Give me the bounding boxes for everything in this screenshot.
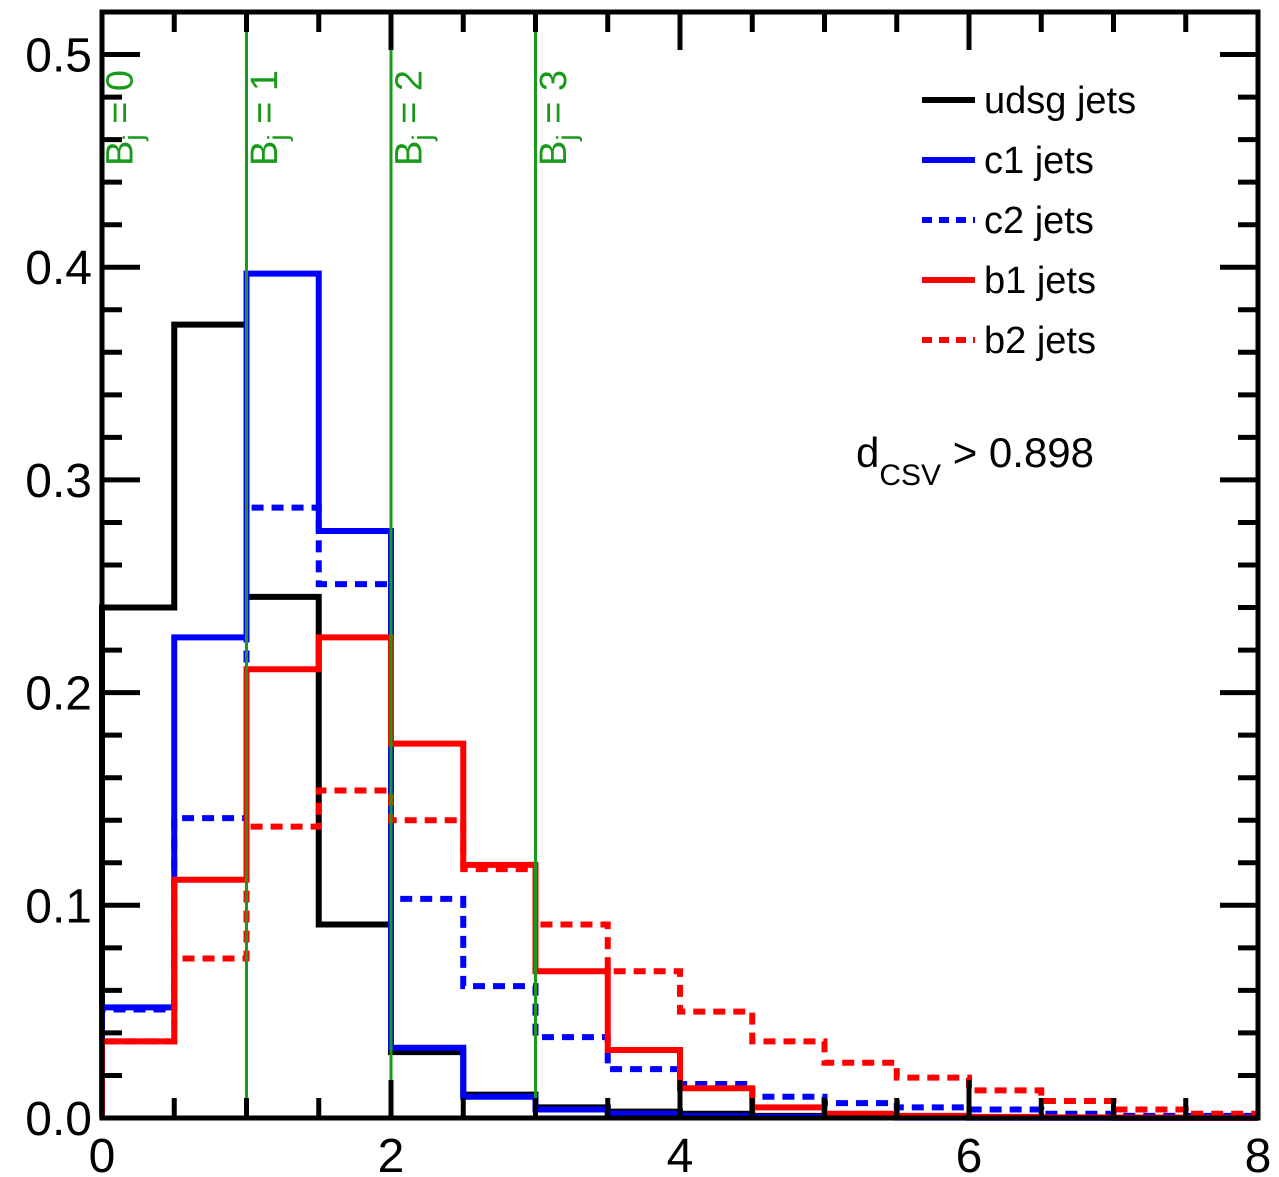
legend-label-c1-jets: c1 jets: [984, 140, 1094, 182]
dcsv-annotation: dCSV > 0.898: [856, 429, 1094, 492]
y-tick-label: 0.0: [25, 1093, 92, 1146]
y-tick-label: 0.2: [25, 668, 92, 721]
y-tick-label: 0.4: [25, 242, 92, 295]
legend-label-b1-jets: b1 jets: [984, 260, 1096, 302]
legend: udsg jets c1 jets c2 jets b1 jets b2 jets: [922, 80, 1136, 362]
legend-label-udsg-jets: udsg jets: [984, 80, 1136, 122]
bj-region-labels: Bj = 0 Bj = 1 Bj = 2 Bj = 3: [99, 70, 582, 166]
bj-region-label: Bj = 3: [533, 70, 582, 166]
y-tick-label: 0.1: [25, 880, 92, 933]
x-tick-label: 8: [1245, 1130, 1272, 1177]
axis-tick-labels: 0 2 4 6 8 0.0 0.1 0.2 0.3 0.4 0.5: [25, 30, 1271, 1177]
b2-jets-series: [99, 787, 1258, 1118]
y-tick-label: 0.5: [25, 30, 92, 83]
legend-label-b2-jets: b2 jets: [984, 320, 1096, 362]
bj-region-label: Bj = 1: [244, 70, 293, 166]
histogram-series-layer: [99, 270, 1258, 1121]
legend-label-c2-jets: c2 jets: [984, 200, 1094, 242]
bj-boundary-lines: [245, 12, 537, 1118]
axis-ticks: [99, 9, 1261, 1121]
dcsv-cut-label: dCSV > 0.898: [856, 429, 1094, 492]
x-tick-label: 0: [89, 1130, 116, 1177]
bj-region-label: Bj = 0: [99, 70, 148, 166]
b1-jets-series: [99, 634, 1258, 1121]
x-tick-label: 2: [378, 1130, 405, 1177]
c2-jets-series: [99, 504, 1258, 1119]
y-tick-label: 0.3: [25, 455, 92, 508]
bj-region-label: Bj = 2: [388, 70, 437, 166]
x-tick-label: 4: [667, 1130, 694, 1177]
x-tick-label: 6: [956, 1130, 983, 1177]
